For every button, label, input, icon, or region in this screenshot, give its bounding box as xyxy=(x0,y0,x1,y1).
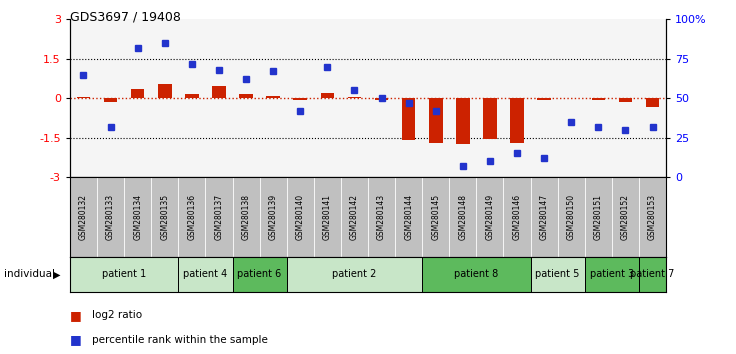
Text: GSM280132: GSM280132 xyxy=(79,194,88,240)
Bar xyxy=(639,257,666,292)
Text: GSM280144: GSM280144 xyxy=(404,194,413,240)
Text: patient 6: patient 6 xyxy=(238,269,282,279)
Bar xyxy=(294,98,307,99)
Bar xyxy=(287,257,422,292)
Text: GSM280150: GSM280150 xyxy=(567,194,576,240)
Bar xyxy=(531,257,585,292)
Text: patient 3: patient 3 xyxy=(590,269,634,279)
Text: GSM280146: GSM280146 xyxy=(512,194,522,240)
Text: GSM280147: GSM280147 xyxy=(539,194,548,240)
Text: GSM280135: GSM280135 xyxy=(160,194,169,240)
Text: patient 8: patient 8 xyxy=(454,269,498,279)
Text: ▶: ▶ xyxy=(53,269,60,279)
Bar xyxy=(619,98,632,102)
Bar xyxy=(592,98,605,99)
Text: patient 4: patient 4 xyxy=(183,269,227,279)
Bar xyxy=(347,97,361,98)
Bar xyxy=(321,93,334,98)
Text: GSM280133: GSM280133 xyxy=(106,194,115,240)
Bar xyxy=(422,257,531,292)
Bar xyxy=(645,98,659,107)
Text: GSM280152: GSM280152 xyxy=(621,194,630,240)
Bar xyxy=(131,89,144,98)
Bar xyxy=(537,98,551,99)
Text: GSM280140: GSM280140 xyxy=(296,194,305,240)
Text: GDS3697 / 19408: GDS3697 / 19408 xyxy=(70,11,181,24)
Text: GSM280141: GSM280141 xyxy=(323,194,332,240)
Bar xyxy=(456,98,470,144)
Text: ■: ■ xyxy=(70,333,82,346)
Bar xyxy=(178,257,233,292)
Text: patient 5: patient 5 xyxy=(536,269,580,279)
Text: GSM280148: GSM280148 xyxy=(459,194,467,240)
Text: GSM280149: GSM280149 xyxy=(486,194,495,240)
Bar xyxy=(266,96,280,98)
Bar xyxy=(585,257,639,292)
Bar xyxy=(233,257,287,292)
Bar xyxy=(185,94,199,98)
Text: GSM280134: GSM280134 xyxy=(133,194,142,240)
Text: GSM280145: GSM280145 xyxy=(431,194,440,240)
Bar xyxy=(375,98,389,99)
Bar xyxy=(239,94,253,98)
Text: individual: individual xyxy=(4,269,54,279)
Text: ■: ■ xyxy=(70,309,82,321)
Text: GSM280137: GSM280137 xyxy=(214,194,224,240)
Bar xyxy=(402,98,415,140)
Bar xyxy=(212,86,226,98)
Bar xyxy=(510,98,524,143)
Text: GSM280142: GSM280142 xyxy=(350,194,359,240)
Text: GSM280138: GSM280138 xyxy=(241,194,250,240)
Text: GSM280151: GSM280151 xyxy=(594,194,603,240)
Bar xyxy=(429,98,442,143)
Text: log2 ratio: log2 ratio xyxy=(92,310,142,320)
Bar xyxy=(483,98,497,139)
Text: patient 2: patient 2 xyxy=(332,269,377,279)
Text: GSM280139: GSM280139 xyxy=(269,194,277,240)
Text: GSM280143: GSM280143 xyxy=(377,194,386,240)
Text: GSM280153: GSM280153 xyxy=(648,194,657,240)
Text: percentile rank within the sample: percentile rank within the sample xyxy=(92,335,268,345)
Text: patient 1: patient 1 xyxy=(102,269,146,279)
Text: patient 7: patient 7 xyxy=(630,269,675,279)
Bar xyxy=(70,257,178,292)
Bar xyxy=(158,84,171,98)
Bar xyxy=(77,97,91,98)
Bar xyxy=(104,98,117,102)
Text: GSM280136: GSM280136 xyxy=(188,194,197,240)
